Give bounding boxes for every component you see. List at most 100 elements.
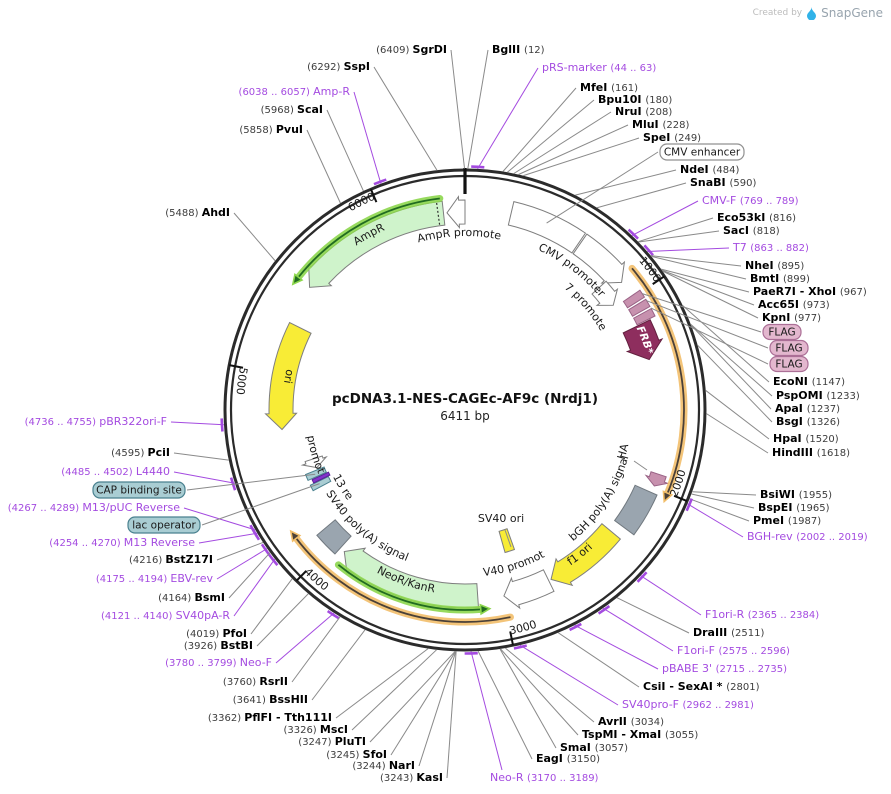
feature-ampr-promoter[interactable] bbox=[446, 195, 466, 230]
enzyme-label-bglii[interactable]: BglII (12) bbox=[492, 43, 545, 56]
feature-f1-ori[interactable] bbox=[550, 523, 622, 587]
enzyme-label-pmei[interactable]: PmeI (1987) bbox=[753, 514, 821, 527]
enzyme-label-bsmi[interactable]: (4164) BsmI bbox=[158, 591, 225, 604]
enzyme-label-tspmi-xmai[interactable]: TspMI - XmaI (3055) bbox=[582, 728, 698, 741]
feature-cmv-promoter[interactable] bbox=[572, 233, 626, 284]
feature-frb[interactable] bbox=[622, 319, 664, 361]
enzyme-label-avrii[interactable]: AvrII (3034) bbox=[598, 715, 664, 728]
primer-label-pbabe-3[interactable]: pBABE 3' (2715 .. 2735) bbox=[662, 662, 787, 675]
label-box-flag[interactable] bbox=[762, 323, 802, 341]
enzyme-label-bstbi[interactable]: (3926) BstBI bbox=[184, 639, 253, 652]
enzyme-label-eco53ki[interactable]: Eco53kI (816) bbox=[717, 211, 796, 224]
callout-line-bpu10i bbox=[507, 99, 595, 173]
primer-label-cmv-f[interactable]: CMV-F (769 .. 789) bbox=[702, 194, 799, 207]
enzyme-label-eagi[interactable]: EagI (3150) bbox=[536, 752, 600, 765]
feature-flag[interactable] bbox=[628, 298, 651, 317]
enzyme-label-bspei[interactable]: BspEI (1965) bbox=[758, 501, 830, 514]
enzyme-label-mlui[interactable]: MluI (228) bbox=[632, 118, 689, 131]
primer-label-amp-r[interactable]: (6038 .. 6057) Amp-R bbox=[239, 85, 351, 98]
label-box-flag[interactable] bbox=[769, 339, 809, 357]
primer-label-neo-r[interactable]: Neo-R (3170 .. 3189) bbox=[490, 771, 599, 784]
primer-label-f1ori-f[interactable]: F1ori-F (2575 .. 2596) bbox=[677, 644, 790, 657]
enzyme-label-pvui[interactable]: (5858) PvuI bbox=[239, 123, 303, 136]
enzyme-label-saci[interactable]: SacI (818) bbox=[723, 224, 780, 237]
feature-sv40-poly-a-signal[interactable] bbox=[316, 519, 352, 555]
enzyme-label-paer7i-xhoi[interactable]: PaeR7I - XhoI (967) bbox=[753, 285, 867, 298]
enzyme-label-bsiwi[interactable]: BsiWI (1955) bbox=[760, 488, 832, 501]
enzyme-label-pspomi[interactable]: PspOMI (1233) bbox=[776, 389, 860, 402]
enzyme-label-bmti[interactable]: BmtI (899) bbox=[750, 272, 810, 285]
enzyme-label-bsshii[interactable]: (3641) BssHII bbox=[233, 693, 308, 706]
feature-lac-operator[interactable] bbox=[309, 475, 332, 492]
feature-sv40-ori[interactable] bbox=[498, 528, 516, 554]
enzyme-label-bstz17i[interactable]: (4216) BstZ17I bbox=[129, 553, 213, 566]
feature-flag[interactable] bbox=[622, 289, 646, 309]
primer-label-neo-f[interactable]: (3780 .. 3799) Neo-F bbox=[165, 656, 272, 669]
enzyme-label-sspi[interactable]: (6292) SspI bbox=[307, 60, 370, 73]
callout-line-flag bbox=[642, 293, 762, 333]
primer-label-ebv-rev[interactable]: (4175 .. 4194) EBV-rev bbox=[96, 572, 214, 585]
label-box-flag[interactable] bbox=[769, 355, 809, 373]
feature-lac-promoter[interactable] bbox=[300, 455, 328, 469]
enzyme-label-draiii[interactable]: DraIII (2511) bbox=[693, 626, 764, 639]
enzyme-label-sgrdi[interactable]: (6409) SgrDI bbox=[376, 43, 447, 56]
feature-t7-promoter[interactable] bbox=[591, 280, 619, 306]
primer-label-sv40pro-f[interactable]: SV40pro-F (2962 .. 2981) bbox=[622, 698, 754, 711]
enzyme-label-ahdi[interactable]: (5488) AhdI bbox=[165, 206, 230, 219]
enzyme-label-nari[interactable]: (3244) NarI bbox=[352, 759, 415, 772]
enzyme-label-hindiii[interactable]: HindIII (1618) bbox=[772, 446, 850, 459]
primer-label-prs-marker[interactable]: pRS-marker (44 .. 63) bbox=[542, 61, 656, 74]
enzyme-label-kpni[interactable]: KpnI (977) bbox=[762, 311, 821, 324]
feature-cap-binding-site[interactable] bbox=[304, 466, 327, 482]
enzyme-label-snabi[interactable]: SnaBI (590) bbox=[690, 176, 756, 189]
enzyme-label-hpai[interactable]: HpaI (1520) bbox=[773, 432, 839, 445]
callout-line-sspi bbox=[373, 66, 438, 171]
enzyme-label-apai[interactable]: ApaI (1237) bbox=[775, 402, 840, 415]
enzyme-label-pluti[interactable]: (3247) PluTI bbox=[298, 735, 366, 748]
enzyme-label-scai[interactable]: (5968) ScaI bbox=[261, 103, 323, 116]
primer-line-cmv-f bbox=[631, 200, 699, 236]
enzyme-label-pfoi[interactable]: (4019) PfoI bbox=[186, 627, 247, 640]
label-box-text-cmv-enhancer: CMV enhancer bbox=[664, 147, 741, 159]
primer-label-l4440[interactable]: (4485 .. 4502) L4440 bbox=[61, 465, 170, 478]
enzyme-label-spei[interactable]: SpeI (249) bbox=[643, 131, 701, 144]
enzyme-label-nrui[interactable]: NruI (208) bbox=[615, 105, 672, 118]
watermark-brand: SnapGene bbox=[821, 6, 883, 20]
primer-label-m13-reverse[interactable]: (4254 .. 4270) M13 Reverse bbox=[49, 536, 195, 549]
enzyme-label-pcii[interactable]: (4595) PciI bbox=[111, 446, 170, 459]
enzyme-label-mfei[interactable]: MfeI (161) bbox=[580, 81, 638, 94]
feature-m13-rev[interactable] bbox=[311, 471, 331, 484]
feature-sv40-promoter[interactable] bbox=[503, 569, 555, 610]
label-box-cap-binding-site[interactable] bbox=[92, 481, 186, 499]
enzyme-label-sfoi[interactable]: (3245) SfoI bbox=[326, 748, 387, 761]
enzyme-label-bsgi[interactable]: BsgI (1326) bbox=[776, 415, 840, 428]
primer-label-m13-puc-reverse[interactable]: (4267 .. 4289) M13/pUC Reverse bbox=[8, 501, 180, 514]
enzyme-label-rsrii[interactable]: (3760) RsrII bbox=[223, 675, 288, 688]
feature-cmv-enhancer[interactable] bbox=[507, 201, 587, 254]
enzyme-label-csii-sexai[interactable]: CsiI - SexAI * (2801) bbox=[643, 680, 760, 693]
label-box-cmv-enhancer[interactable] bbox=[659, 143, 745, 161]
feature-ori[interactable] bbox=[264, 321, 312, 431]
label-box-lac-operator[interactable] bbox=[127, 516, 201, 534]
enzyme-label-acc65i[interactable]: Acc65I (973) bbox=[758, 298, 830, 311]
enzyme-label-smai[interactable]: SmaI (3057) bbox=[560, 741, 628, 754]
enzyme-label-ndei[interactable]: NdeI (484) bbox=[680, 163, 739, 176]
enzyme-label-bpu10i[interactable]: Bpu10I (180) bbox=[598, 93, 672, 106]
leader-line bbox=[504, 529, 512, 548]
enzyme-label-pflfi-tth111i[interactable]: (3362) PflFI - Tth111I bbox=[208, 711, 332, 724]
primer-label-pbr322ori-f[interactable]: (4736 .. 4755) pBR322ori-F bbox=[25, 415, 167, 428]
enzyme-label-msci[interactable]: (3326) MscI bbox=[283, 723, 348, 736]
feature-ha[interactable] bbox=[644, 471, 670, 487]
primer-label-bgh-rev[interactable]: BGH-rev (2002 .. 2019) bbox=[747, 530, 868, 543]
callout-csii-sexai: CsiI - SexAI * (2801) bbox=[557, 632, 760, 693]
primer-label-f1ori-r[interactable]: F1ori-R (2365 .. 2384) bbox=[705, 608, 819, 621]
enzyme-label-kasi[interactable]: (3243) KasI bbox=[380, 771, 443, 784]
feature-flag[interactable] bbox=[632, 307, 656, 326]
enzyme-label-nhei[interactable]: NheI (895) bbox=[745, 259, 804, 272]
primer-label-t7[interactable]: T7 (863 .. 882) bbox=[732, 241, 809, 254]
enzyme-label-econi[interactable]: EcoNI (1147) bbox=[773, 375, 845, 388]
snapgene-logo-icon bbox=[807, 6, 817, 20]
callout-line-eco53ki bbox=[638, 217, 714, 243]
primer-label-sv40pa-r[interactable]: (4121 .. 4140) SV40pA-R bbox=[101, 609, 230, 622]
feature-bgh-poly-a-signal[interactable] bbox=[613, 484, 658, 536]
